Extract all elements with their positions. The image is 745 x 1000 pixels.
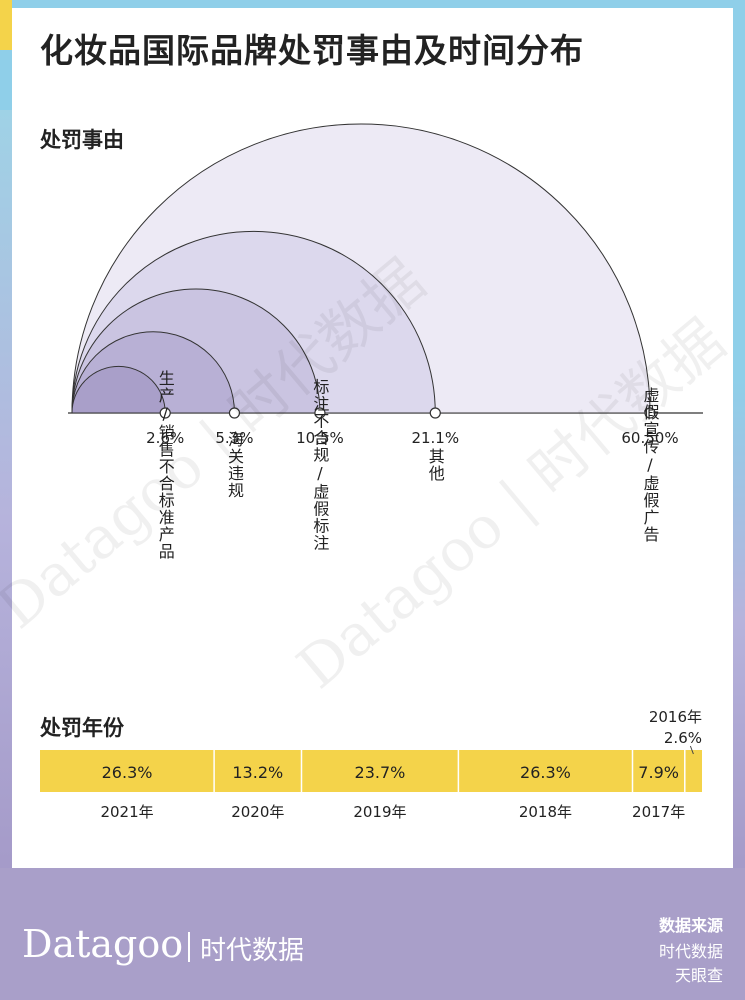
source-item: 天眼查 bbox=[674, 966, 723, 985]
year-value-label: 13.2% bbox=[232, 763, 283, 782]
year-label: 2021年 bbox=[100, 803, 153, 821]
footer bbox=[0, 868, 745, 1000]
brand-logo: Datagoo bbox=[22, 922, 184, 966]
slice-value-label: 21.1% bbox=[411, 429, 459, 447]
year-label: 2018年 bbox=[519, 803, 572, 821]
top-accent-bar bbox=[0, 0, 745, 8]
year-bar-segment bbox=[632, 750, 685, 792]
year-value-label: 26.3% bbox=[520, 763, 571, 782]
year-value-label: 26.3% bbox=[102, 763, 153, 782]
slice-value-label: 60.50% bbox=[621, 429, 678, 447]
page-title: 化妆品国际品牌处罚事由及时间分布 bbox=[40, 31, 584, 70]
slice-category-label: 虚假宣传/虚假广告 bbox=[641, 387, 660, 543]
chart-canvas: 2.6%生产/销售不合标准产品 5.3%海关违规 10.5%标注不合规/虚假标注 21… bbox=[40, 123, 703, 821]
section-title-years: 处罚年份 bbox=[40, 716, 124, 740]
year-label: 2020年 bbox=[231, 803, 284, 821]
year-value-label: 2.6% bbox=[664, 729, 702, 747]
left-accent-bar bbox=[0, 0, 12, 1000]
source-title: 数据来源 bbox=[658, 916, 723, 935]
slice-endpoint-marker bbox=[159, 407, 171, 419]
year-label: 2017年 bbox=[632, 803, 685, 821]
source-item: 时代数据 bbox=[658, 942, 723, 961]
year-value-label: 7.9% bbox=[638, 763, 679, 782]
year-value-label: 23.7% bbox=[355, 763, 406, 782]
slice-category-label: 其他 bbox=[426, 448, 445, 482]
year-label: 2019年 bbox=[353, 803, 406, 821]
year-bar-segment bbox=[684, 750, 702, 792]
slice-endpoint-marker bbox=[429, 407, 441, 419]
semicircle-slice bbox=[71, 365, 166, 414]
brand-logo-cn: 时代数据 bbox=[200, 936, 305, 966]
slice-endpoint-marker bbox=[644, 407, 656, 419]
year-bar-segment bbox=[214, 750, 302, 792]
section-title-reasons: 处罚事由 bbox=[40, 128, 124, 152]
year-bar-segment bbox=[458, 750, 633, 792]
year-bar-segment bbox=[301, 750, 459, 792]
slice-category-label: 标注不合规/虚假标注 bbox=[310, 379, 329, 552]
year-label: 2016年 bbox=[649, 708, 702, 726]
slice-category-label: 生产/销售不合标准产品 bbox=[156, 370, 175, 560]
logo-divider bbox=[188, 932, 190, 962]
year-bar-segment bbox=[40, 750, 215, 792]
slice-value-label: 2.6% bbox=[146, 429, 184, 447]
leader-line bbox=[689, 745, 694, 755]
right-accent-bar bbox=[733, 0, 745, 1000]
slice-value-label: 10.5% bbox=[296, 429, 344, 447]
slice-endpoint-marker bbox=[314, 407, 326, 419]
slice-endpoint-marker bbox=[228, 407, 241, 419]
slice-category-label: 海关违规 bbox=[225, 431, 244, 499]
slice-value-label: 5.3% bbox=[215, 429, 253, 447]
